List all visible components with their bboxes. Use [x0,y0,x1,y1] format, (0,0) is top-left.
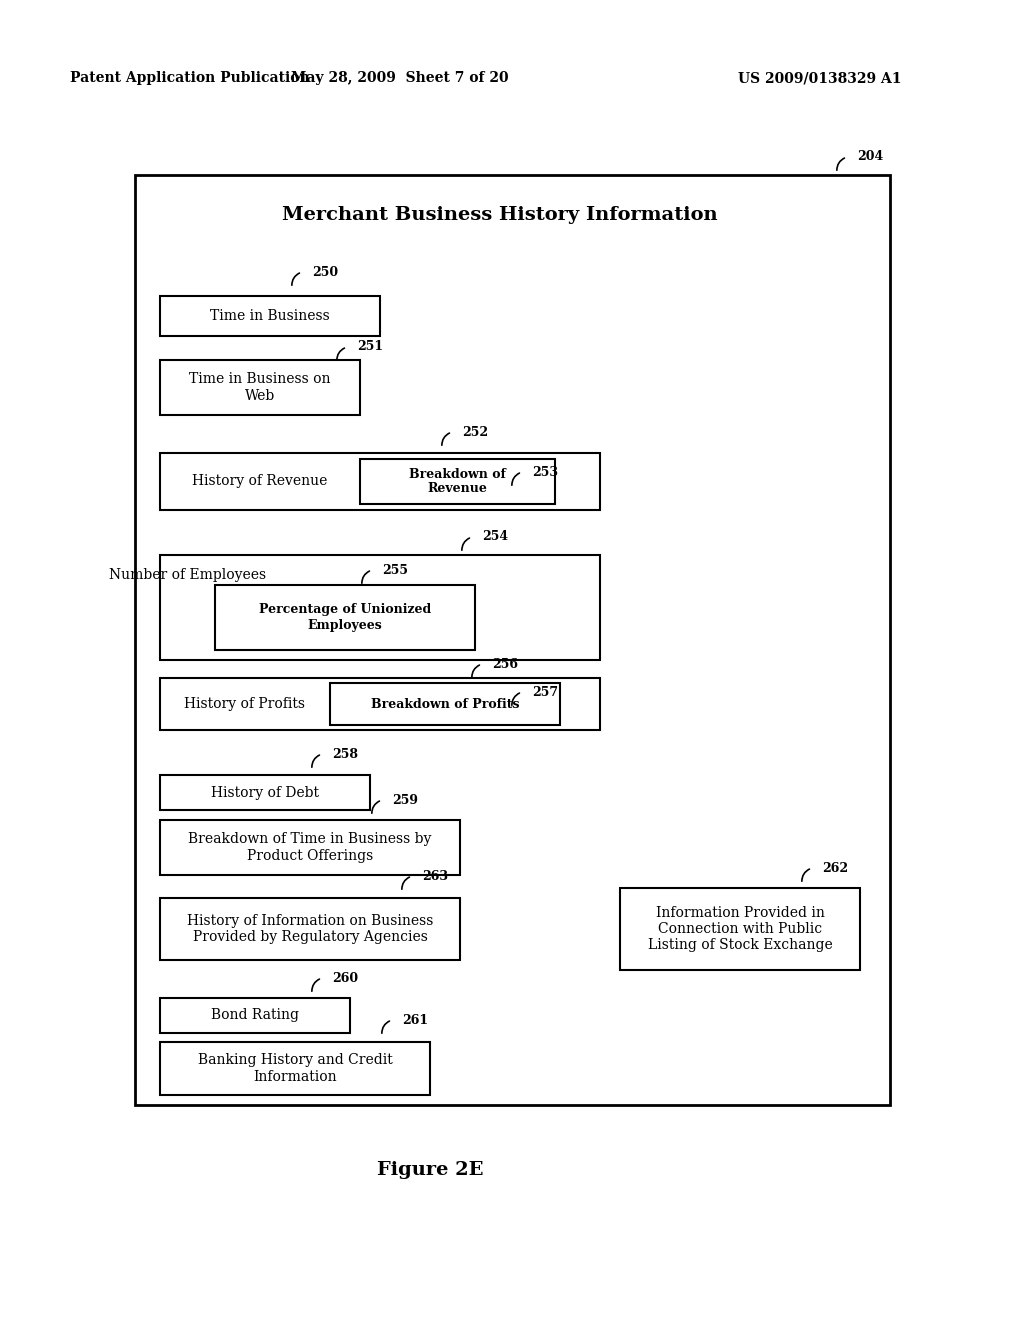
Text: Time in Business on
Web: Time in Business on Web [189,372,331,403]
Text: 250: 250 [312,265,338,279]
Text: Information Provided in
Connection with Public
Listing of Stock Exchange: Information Provided in Connection with … [647,906,833,952]
Text: Merchant Business History Information: Merchant Business History Information [283,206,718,224]
Bar [160,678,600,730]
Text: Bond Rating: Bond Rating [211,1008,299,1023]
Text: 262: 262 [822,862,848,874]
Bar [620,888,860,970]
Text: Banking History and Credit
Information: Banking History and Credit Information [198,1053,392,1084]
Text: History of Profits: History of Profits [184,697,305,711]
Text: Time in Business: Time in Business [210,309,330,323]
Bar [135,176,890,1105]
Text: Breakdown of Profits: Breakdown of Profits [371,697,519,710]
Text: 258: 258 [332,747,358,760]
Bar [330,682,560,725]
Text: History of Revenue: History of Revenue [193,474,328,488]
Text: 260: 260 [332,972,358,985]
Bar [160,554,600,660]
Bar [160,1041,430,1096]
Text: 252: 252 [462,425,488,438]
Bar [160,820,460,875]
Bar [360,459,555,504]
Text: Figure 2E: Figure 2E [377,1162,483,1179]
Bar [160,898,460,960]
Bar [215,585,475,649]
Text: Number of Employees: Number of Employees [109,568,266,582]
Bar [160,775,370,810]
Bar [160,453,600,510]
Text: History of Information on Business
Provided by Regulatory Agencies: History of Information on Business Provi… [186,913,433,944]
Text: 255: 255 [382,564,408,577]
Text: 261: 261 [402,1014,428,1027]
Text: Percentage of Unionized
Employees: Percentage of Unionized Employees [259,603,431,631]
Text: History of Debt: History of Debt [211,785,319,800]
Text: 254: 254 [482,531,508,544]
Text: Breakdown of Time in Business by
Product Offerings: Breakdown of Time in Business by Product… [188,833,432,862]
Text: 257: 257 [532,685,558,698]
Text: 204: 204 [857,150,884,164]
Text: 253: 253 [532,466,558,479]
Text: May 28, 2009  Sheet 7 of 20: May 28, 2009 Sheet 7 of 20 [291,71,509,84]
Text: 251: 251 [357,341,383,354]
Text: Patent Application Publication: Patent Application Publication [70,71,309,84]
Text: 263: 263 [422,870,449,883]
Bar [160,296,380,337]
Text: 256: 256 [492,657,518,671]
Bar [160,360,360,414]
Text: US 2009/0138329 A1: US 2009/0138329 A1 [738,71,902,84]
Bar [160,998,350,1034]
Text: Breakdown of
Revenue: Breakdown of Revenue [409,467,506,495]
Text: 259: 259 [392,793,418,807]
